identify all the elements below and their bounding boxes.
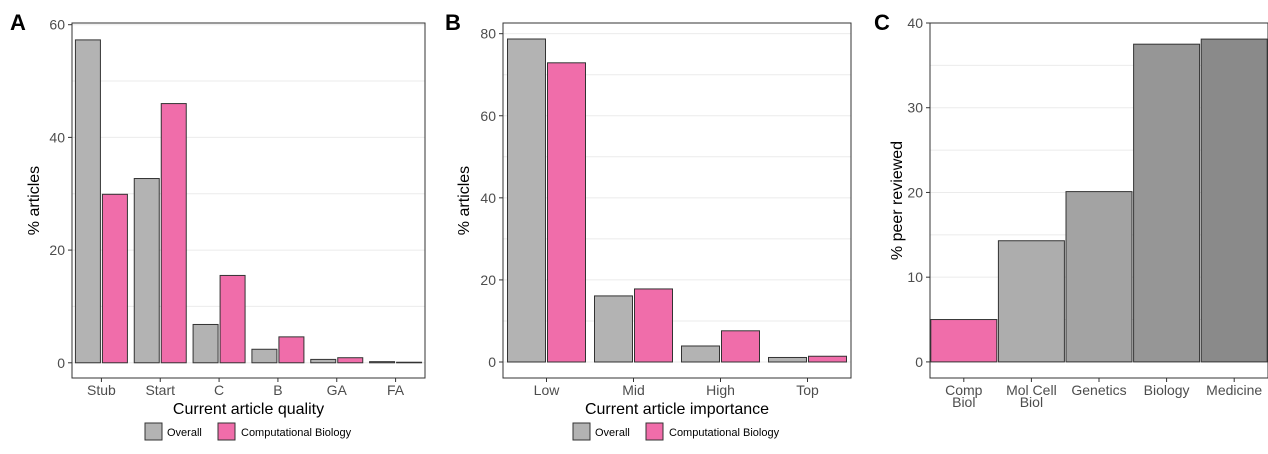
legend-label-computational-biology: Computational Biology: [241, 427, 352, 439]
panel-label: B: [445, 10, 461, 35]
bar-b-computational-biology: [278, 336, 305, 364]
y-axis-label: % peer reviewed: [889, 141, 906, 260]
bar-ga-computational-biology: [337, 357, 364, 364]
bar-start-computational-biology: [160, 103, 187, 364]
x-tick-label: B: [273, 382, 282, 398]
bar-high-computational-biology: [721, 330, 760, 363]
y-tick-label: 30: [907, 100, 923, 116]
y-tick-label: 40: [907, 15, 923, 31]
bar-mid-computational-biology: [634, 288, 673, 363]
x-tick-label: C: [214, 382, 224, 398]
bar-b-overall: [251, 348, 278, 364]
x-tick-label: High: [706, 382, 735, 398]
plot-background: [72, 23, 425, 378]
legend: Overall Computational Biology: [144, 422, 352, 441]
y-tick-label: 10: [907, 269, 923, 285]
bar-biology: [1133, 43, 1201, 363]
y-tick-label: 0: [915, 354, 923, 370]
legend: Overall Computational Biology: [572, 422, 780, 441]
x-axis-label: Current article importance: [585, 401, 769, 418]
plot-frame: [929, 22, 1268, 379]
bar-low-overall: [507, 38, 546, 363]
bar-top-computational-biology: [808, 355, 847, 363]
legend-swatch-overall: [572, 422, 591, 441]
legend-label-overall: Overall: [595, 427, 630, 439]
chart-panel-a: Stub Start C B GA FA 0 20 40 60 Current article qu…: [10, 10, 426, 441]
y-axis-label: % articles: [456, 166, 473, 235]
legend-swatch-overall: [144, 422, 163, 441]
bar-mol-cell-biol: [997, 240, 1065, 363]
legend-swatch-computational-biology: [217, 422, 236, 441]
x-tick-label: Start: [145, 382, 175, 398]
legend-label-overall: Overall: [167, 427, 202, 439]
y-tick-label: 20: [480, 272, 496, 288]
x-tick-label: FA: [387, 382, 405, 398]
y-tick-label: 80: [480, 26, 496, 42]
x-tick-label: Mid: [622, 382, 645, 398]
plot-frame: [71, 22, 426, 379]
bar-comp-biol: [930, 319, 998, 363]
bar-top-overall: [768, 356, 807, 363]
panel-label: C: [874, 10, 890, 35]
x-axis-label: Current article quality: [173, 401, 324, 418]
x-tick-label: Top: [796, 382, 819, 398]
y-tick-label: 20: [49, 242, 65, 258]
bar-stub-computational-biology: [101, 193, 128, 364]
bar-fa-overall: [369, 361, 396, 364]
y-tick-label: 60: [480, 108, 496, 124]
bar-medicine: [1200, 38, 1268, 363]
y-axis-label: % articles: [26, 166, 43, 235]
plot-frame: [502, 22, 852, 379]
y-tick-label: 0: [488, 354, 496, 370]
bar-stub-overall: [74, 39, 101, 364]
y-tick-label: 20: [907, 184, 923, 200]
x-tick-label: Biol: [1020, 394, 1043, 410]
panel-label: A: [10, 10, 26, 35]
bar-mid-overall: [594, 295, 633, 363]
chart-panel-b: Low Mid High Top 0 20 40 60 80 Current article im…: [445, 10, 852, 441]
legend-swatch-computational-biology: [645, 422, 664, 441]
x-tick-label: GA: [327, 382, 348, 398]
bar-genetics: [1065, 191, 1133, 363]
x-tick-label: Genetics: [1071, 382, 1126, 398]
y-tick-label: 40: [480, 190, 496, 206]
bar-low-computational-biology: [547, 62, 586, 363]
legend-label-computational-biology: Computational Biology: [669, 427, 780, 439]
x-tick-label: Stub: [87, 382, 116, 398]
y-tick-label: 40: [49, 129, 65, 145]
x-tick-label: Biology: [1144, 382, 1190, 398]
x-tick-label: Biol: [952, 394, 975, 410]
x-tick-label: Low: [534, 382, 561, 398]
bar-ga-overall: [310, 358, 337, 364]
bar-c-computational-biology: [219, 274, 246, 364]
x-tick-label: Comp: [945, 382, 983, 398]
bar-high-overall: [681, 345, 720, 363]
y-tick-label: 0: [57, 355, 65, 371]
bar-c-overall: [192, 323, 219, 364]
x-tick-label: Mol Cell: [1006, 382, 1057, 398]
y-tick-label: 60: [49, 17, 65, 33]
x-tick-label: Medicine: [1206, 382, 1262, 398]
bar-fa-computational-biology: [396, 361, 423, 364]
bar-start-overall: [133, 178, 160, 364]
